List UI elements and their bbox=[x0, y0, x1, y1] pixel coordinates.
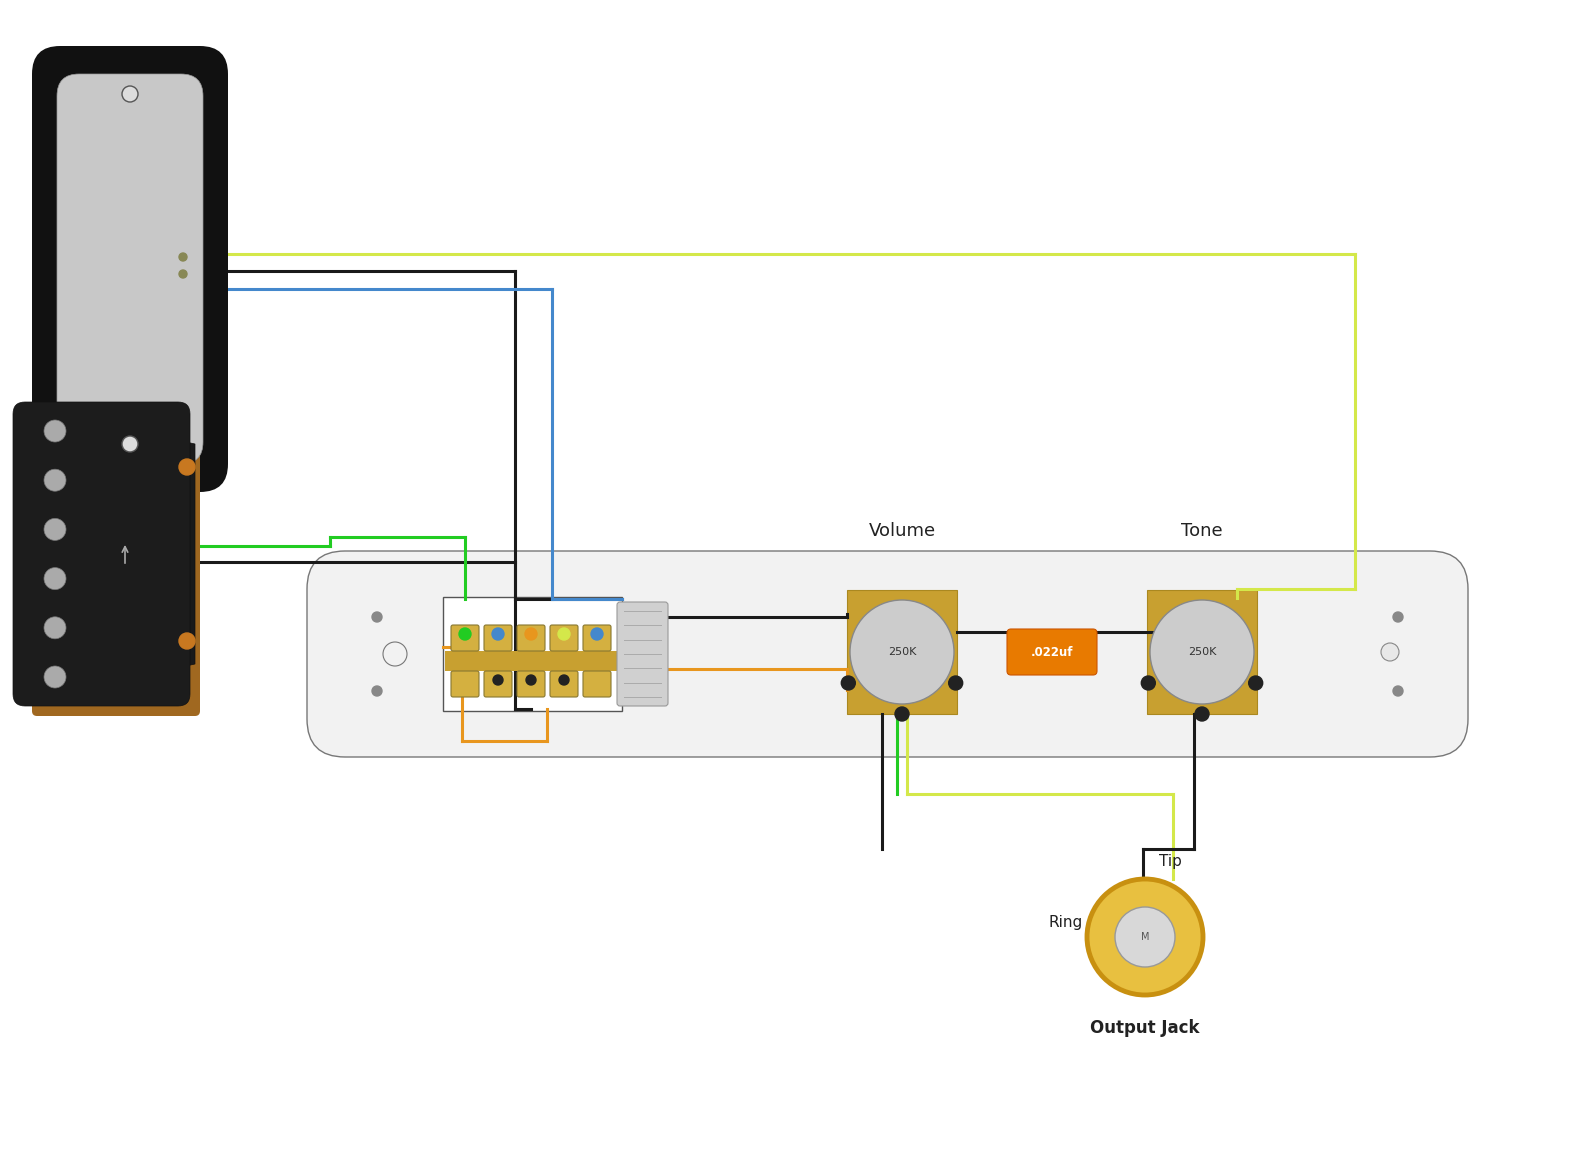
Circle shape bbox=[179, 633, 195, 649]
Circle shape bbox=[384, 642, 407, 666]
Circle shape bbox=[850, 600, 954, 704]
Text: Output Jack: Output Jack bbox=[1091, 1019, 1199, 1038]
FancyBboxPatch shape bbox=[307, 552, 1468, 757]
Text: .022uf: .022uf bbox=[1031, 646, 1074, 658]
Circle shape bbox=[123, 435, 138, 452]
Text: Ring: Ring bbox=[1049, 915, 1083, 930]
Circle shape bbox=[373, 686, 382, 696]
Circle shape bbox=[560, 674, 569, 685]
FancyBboxPatch shape bbox=[31, 404, 200, 716]
Circle shape bbox=[1393, 686, 1402, 696]
FancyBboxPatch shape bbox=[550, 671, 578, 697]
FancyBboxPatch shape bbox=[616, 602, 668, 705]
FancyBboxPatch shape bbox=[57, 74, 203, 464]
Text: 250K: 250K bbox=[888, 647, 916, 657]
Circle shape bbox=[179, 270, 187, 278]
Circle shape bbox=[1195, 707, 1209, 722]
Circle shape bbox=[558, 629, 571, 640]
FancyBboxPatch shape bbox=[31, 46, 228, 492]
FancyBboxPatch shape bbox=[847, 589, 957, 714]
Circle shape bbox=[44, 666, 66, 688]
Text: M: M bbox=[1141, 932, 1149, 942]
FancyBboxPatch shape bbox=[1008, 629, 1097, 674]
FancyBboxPatch shape bbox=[451, 625, 479, 651]
Text: 250K: 250K bbox=[1188, 647, 1217, 657]
FancyBboxPatch shape bbox=[443, 597, 623, 711]
Circle shape bbox=[44, 617, 66, 639]
FancyBboxPatch shape bbox=[484, 671, 512, 697]
Circle shape bbox=[1115, 907, 1174, 967]
Circle shape bbox=[1380, 643, 1399, 661]
Circle shape bbox=[494, 674, 503, 685]
Circle shape bbox=[591, 629, 604, 640]
Circle shape bbox=[44, 469, 66, 492]
FancyBboxPatch shape bbox=[517, 625, 545, 651]
FancyBboxPatch shape bbox=[13, 402, 190, 705]
FancyBboxPatch shape bbox=[1148, 589, 1258, 714]
Text: Volume: Volume bbox=[868, 522, 935, 540]
FancyBboxPatch shape bbox=[451, 671, 479, 697]
FancyBboxPatch shape bbox=[583, 625, 612, 651]
Circle shape bbox=[179, 458, 195, 475]
Circle shape bbox=[44, 421, 66, 442]
Circle shape bbox=[1151, 600, 1254, 704]
FancyBboxPatch shape bbox=[517, 671, 545, 697]
Polygon shape bbox=[38, 409, 195, 699]
Circle shape bbox=[123, 86, 138, 102]
Circle shape bbox=[1393, 612, 1402, 622]
Circle shape bbox=[841, 676, 855, 691]
FancyBboxPatch shape bbox=[484, 625, 512, 651]
Circle shape bbox=[948, 676, 962, 691]
FancyBboxPatch shape bbox=[583, 671, 612, 697]
Text: Tip: Tip bbox=[1159, 854, 1182, 869]
Circle shape bbox=[1141, 676, 1155, 691]
Circle shape bbox=[373, 612, 382, 622]
Circle shape bbox=[525, 629, 538, 640]
Circle shape bbox=[1086, 879, 1203, 995]
FancyBboxPatch shape bbox=[550, 625, 578, 651]
Circle shape bbox=[1248, 676, 1262, 691]
Circle shape bbox=[44, 518, 66, 540]
Circle shape bbox=[894, 707, 909, 722]
Circle shape bbox=[459, 629, 472, 640]
Circle shape bbox=[179, 253, 187, 261]
Circle shape bbox=[527, 674, 536, 685]
Circle shape bbox=[44, 568, 66, 589]
Text: Tone: Tone bbox=[1181, 522, 1223, 540]
FancyBboxPatch shape bbox=[445, 651, 619, 671]
Circle shape bbox=[492, 629, 505, 640]
